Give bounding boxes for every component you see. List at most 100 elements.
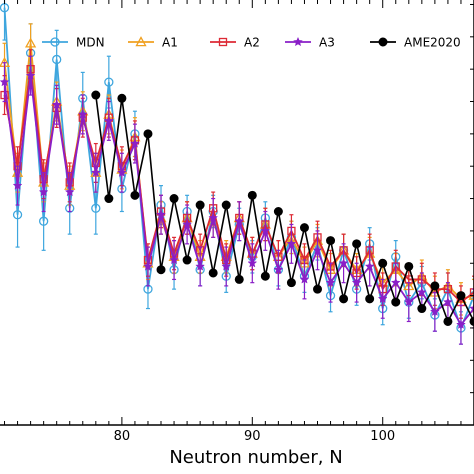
data-point (12, 210, 23, 220)
data-point (169, 194, 179, 204)
data-point (38, 216, 49, 226)
x-axis-ticks: 80 90 100 (4, 0, 474, 444)
data-point (90, 167, 101, 177)
data-point (38, 186, 49, 197)
data-point (299, 223, 309, 233)
legend-entry-a2: A2 (210, 36, 260, 50)
x-tick-label: 80 (114, 429, 131, 444)
legend-label: A3 (319, 36, 335, 50)
data-point (247, 190, 257, 200)
data-point (234, 274, 244, 284)
data-point (135, 36, 147, 47)
data-point (352, 239, 362, 249)
data-point (195, 261, 206, 271)
data-point (169, 254, 179, 265)
x-tick-label: 90 (244, 429, 261, 444)
legend-label: A1 (162, 36, 178, 50)
data-point (91, 203, 101, 213)
data-point (443, 296, 453, 307)
data-point (130, 190, 140, 200)
data-point (293, 36, 303, 47)
data-point (456, 291, 466, 301)
data-point (312, 245, 323, 255)
data-point (313, 284, 323, 294)
data-point (208, 268, 218, 278)
legend-label: A2 (244, 36, 260, 50)
data-point (338, 258, 349, 268)
data-point (326, 236, 336, 246)
data-point (247, 258, 258, 268)
data-point (117, 93, 127, 103)
data-point (286, 238, 297, 249)
data-point (378, 37, 388, 47)
data-point (77, 109, 88, 119)
data-point (469, 316, 474, 326)
data-point (299, 274, 310, 284)
series-ame2020 (91, 90, 474, 326)
legend: MDN A1 A2 A3 AME2020 (42, 36, 461, 50)
data-point (443, 316, 453, 326)
data-point (103, 115, 114, 126)
data-point (404, 261, 414, 271)
data-point (182, 219, 193, 229)
series-line (3, 69, 474, 304)
plot-frame (0, 0, 474, 426)
x-tick-label: 100 (370, 429, 395, 444)
data-point (0, 76, 10, 87)
data-point (469, 288, 474, 297)
data-point (430, 281, 440, 291)
data-point (260, 271, 270, 281)
data-point (391, 297, 401, 307)
data-point (403, 296, 414, 307)
data-point (456, 319, 466, 329)
data-point (104, 194, 114, 204)
data-point (260, 225, 271, 236)
series-a3 (0, 55, 474, 345)
series-a1 (0, 23, 474, 316)
legend-entry-a1: A1 (128, 36, 178, 50)
data-point (221, 261, 232, 271)
data-point (273, 264, 284, 274)
data-point (377, 293, 388, 304)
data-point (25, 70, 36, 80)
data-point (182, 255, 192, 265)
data-point (52, 54, 62, 65)
series-line (3, 75, 474, 327)
data-point (351, 277, 362, 287)
data-point (50, 37, 60, 47)
data-point (51, 99, 62, 109)
data-point (378, 258, 388, 268)
legend-label: MDN (76, 36, 105, 50)
data-point (91, 90, 101, 100)
series-line (95, 94, 474, 324)
data-point (104, 77, 114, 87)
data-point (156, 209, 166, 219)
data-point (390, 277, 401, 287)
legend-entry-mdn: MDN (42, 36, 105, 50)
data-point (218, 37, 228, 47)
data-point (130, 138, 140, 148)
data-point (325, 277, 336, 287)
legend-entry-a3: A3 (285, 36, 335, 50)
data-point (221, 200, 231, 210)
data-point (273, 207, 283, 216)
data-point (365, 294, 375, 304)
legend-entry-ame2020: AME2020 (370, 36, 461, 50)
data-point (24, 37, 37, 48)
data-point (364, 261, 375, 271)
data-point (429, 306, 440, 316)
data-point (416, 287, 427, 297)
data-point (286, 278, 296, 288)
data-point (12, 180, 23, 190)
data-point (469, 303, 474, 313)
data-point (143, 129, 153, 139)
data-point (116, 167, 127, 177)
data-point (339, 294, 349, 304)
data-point (156, 265, 166, 275)
data-point (64, 186, 75, 197)
data-point (208, 212, 219, 223)
data-point (195, 200, 205, 210)
series-layer (0, 0, 474, 345)
x-axis-label: Neutron number, N (169, 447, 342, 468)
